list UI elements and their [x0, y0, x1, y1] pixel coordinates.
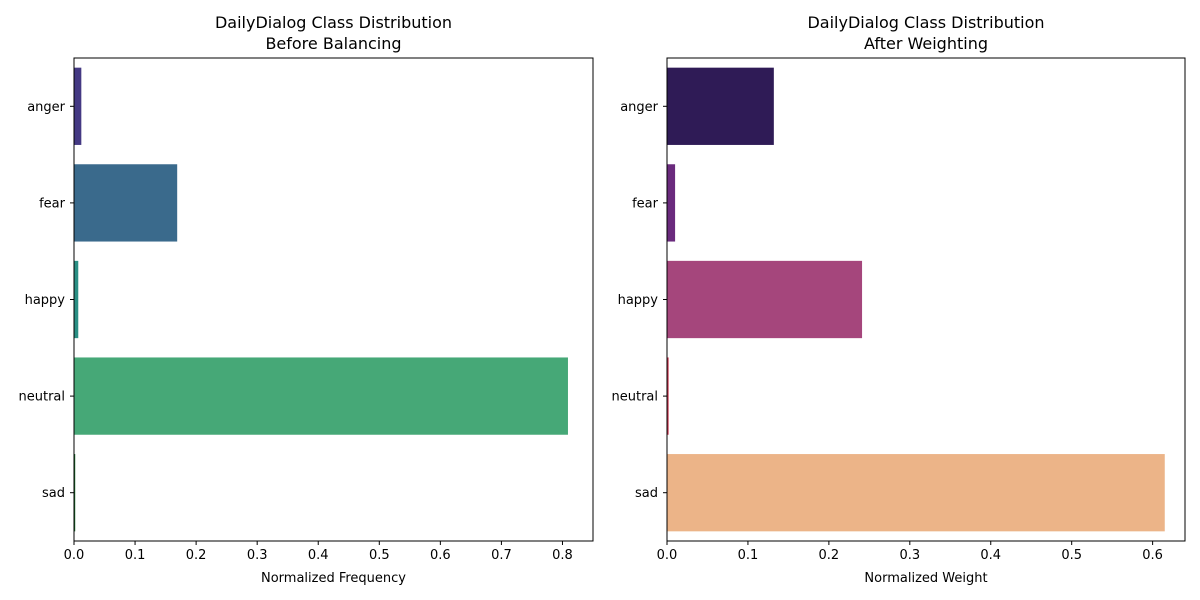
y-tick-label: happy [618, 293, 659, 308]
x-tick-label: 0.0 [64, 548, 85, 563]
x-tick-label: 0.2 [186, 548, 207, 563]
bar-anger [74, 67, 82, 145]
bar-anger [667, 67, 774, 145]
chart-title-line: Before Balancing [265, 34, 401, 53]
bar-happy [667, 260, 863, 339]
x-tick-label: 0.5 [1061, 548, 1082, 563]
x-tick-label: 0.2 [819, 548, 840, 563]
y-tick-label: neutral [612, 390, 659, 405]
chart-title-line: After Weighting [864, 34, 988, 53]
x-tick-label: 0.8 [552, 548, 573, 563]
y-tick-label: sad [635, 486, 658, 501]
x-tick-label: 0.6 [1142, 548, 1163, 563]
y-tick-label: sad [42, 486, 65, 501]
bar-fear [74, 164, 178, 242]
x-axis-label: Normalized Weight [864, 571, 987, 586]
x-tick-label: 0.4 [980, 548, 1001, 563]
y-tick-label: fear [39, 196, 66, 211]
y-tick-label: fear [632, 196, 659, 211]
bar-neutral [667, 357, 669, 435]
x-axis-label: Normalized Frequency [261, 571, 406, 586]
x-tick-label: 0.0 [657, 548, 678, 563]
chart-title-line: DailyDialog Class Distribution [807, 13, 1044, 32]
x-tick-label: 0.4 [308, 548, 329, 563]
y-tick-label: neutral [19, 390, 66, 405]
bar-happy [74, 260, 79, 339]
chart-panel-0: DailyDialog Class Distribution Before Bal… [19, 13, 594, 586]
bar-sad [667, 454, 1165, 532]
chart-title-line: DailyDialog Class Distribution [215, 13, 452, 32]
axes-frame [73, 57, 594, 542]
y-tick-label: happy [25, 293, 66, 308]
bar-sad [74, 454, 76, 532]
bar-fear [667, 164, 676, 242]
x-tick-label: 0.5 [369, 548, 390, 563]
x-tick-label: 0.3 [899, 548, 920, 563]
x-tick-label: 0.6 [430, 548, 451, 563]
y-tick-label: anger [27, 100, 65, 115]
bar-neutral [74, 357, 568, 435]
chart-panel-1: DailyDialog Class Distribution After Weig… [612, 13, 1186, 586]
y-tick-label: anger [620, 100, 658, 115]
x-tick-label: 0.3 [247, 548, 268, 563]
x-tick-label: 0.7 [491, 548, 512, 563]
x-tick-label: 0.1 [738, 548, 759, 563]
x-tick-label: 0.1 [125, 548, 146, 563]
